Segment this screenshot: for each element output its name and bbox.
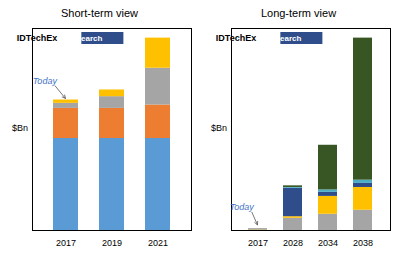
- svg-text:2019: 2019: [102, 238, 122, 248]
- html-text:Short-term view: Short-term view: [61, 7, 138, 19]
- svg-text:2034: 2034: [318, 238, 338, 248]
- svg-text:IDTechEx: IDTechEx: [17, 33, 57, 43]
- html-text:Long-term view: Long-term view: [260, 7, 337, 19]
- svg-text:$Bn: $Bn: [211, 123, 227, 133]
- svg-text:2017: 2017: [248, 238, 268, 248]
- svg-text:Today: Today: [33, 76, 58, 86]
- svg-text:Research: Research: [66, 34, 102, 43]
- svg-text:$Bn: $Bn: [12, 123, 28, 133]
- svg-text:2028: 2028: [283, 238, 303, 248]
- svg-text:2021: 2021: [148, 238, 168, 248]
- svg-text:IDTechEx: IDTechEx: [216, 33, 256, 43]
- svg-text:2017: 2017: [56, 238, 76, 248]
- svg-text:Research: Research: [265, 34, 301, 43]
- svg-text:Today: Today: [230, 202, 255, 212]
- svg-text:2038: 2038: [353, 238, 373, 248]
